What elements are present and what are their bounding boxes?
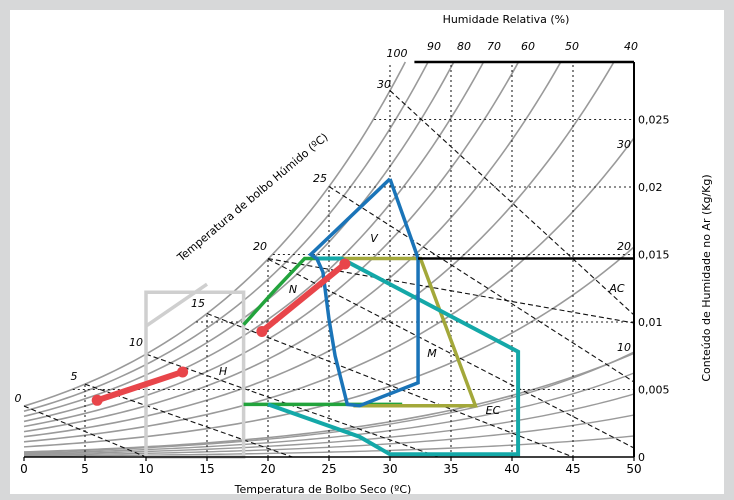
wet-bulb-tick-label: 20 (253, 240, 267, 253)
rh-tick-label: 40 (624, 40, 638, 53)
red-line-0 (94, 368, 186, 404)
zone-label-N: N (289, 283, 297, 296)
wet-bulb-tick-label: 15 (191, 297, 205, 310)
y-tick-label: 0,005 (638, 384, 670, 397)
x-tick-label: 20 (260, 462, 275, 476)
zone-label-H: H (219, 365, 227, 378)
top-axis-title: Humidade Relativa (%) (443, 13, 570, 26)
wet-bulb-line-0 (23, 405, 147, 458)
x-tick-label: 40 (504, 462, 519, 476)
red-line-1 (258, 260, 348, 335)
rh-tick-label: 70 (487, 40, 501, 53)
rh-curve-40 (23, 61, 615, 438)
x-tick-label: 5 (81, 462, 89, 476)
chart-frame: Humidade Relativa (%) Temperatura de Bolb… (10, 10, 724, 494)
zone-label-V: V (370, 232, 379, 245)
rh-curve-60 (23, 61, 520, 428)
x-tick-label: 25 (321, 462, 336, 476)
wet-bulb-line-30 (389, 90, 635, 316)
rh-curve-50 (23, 61, 562, 433)
zone-label-EC: EC (486, 404, 501, 417)
red-dot (177, 366, 189, 378)
y-axis-title: Conteúdo de Humidade no Ar (Kg/Kg) (700, 174, 713, 381)
wet-bulb-line-20 (267, 258, 635, 449)
x-tick-label: 50 (626, 462, 641, 476)
y-tick-label: 0,025 (638, 114, 670, 127)
y-tick-label: 0 (638, 451, 645, 464)
low-rh-curve (23, 351, 635, 454)
rh-tick-label: 60 (521, 40, 535, 53)
right-wet-bulb-label: 10 (617, 341, 631, 354)
y-tick-label: 0,01 (638, 316, 663, 329)
low-rh-curve (23, 435, 635, 457)
low-rh-curve (23, 393, 635, 455)
low-rh-curve (23, 414, 635, 456)
zone-EC-olive (329, 256, 478, 408)
x-tick-label: 0 (20, 462, 28, 476)
x-axis-title: Temperatura de Bolbo Seco (ºC) (234, 483, 412, 494)
psychrometric-chart: Humidade Relativa (%) Temperatura de Bolb… (15, 13, 714, 494)
wet-bulb-tick-label: 5 (71, 370, 78, 383)
zone-EC-teal (267, 256, 521, 457)
rh-curve-30 (23, 137, 635, 443)
right-wet-bulb-label: 30 (617, 138, 631, 151)
zone-H-top (145, 282, 208, 328)
wet-bulb-line-5 (84, 383, 293, 458)
rh-curve-80 (23, 61, 455, 418)
x-tick-label: 35 (443, 462, 458, 476)
x-tick-label: 15 (199, 462, 214, 476)
red-dot (91, 394, 103, 406)
rh-curve-100 (23, 61, 407, 407)
rh-tick-label: 100 (387, 47, 408, 60)
wet-bulb-line-25 (328, 186, 635, 383)
zone-label-AC: AC (608, 282, 625, 295)
x-tick-label: 30 (382, 462, 397, 476)
rh-tick-label: 50 (565, 40, 579, 53)
right-wet-bulb-label: 20 (617, 240, 631, 253)
x-tick-label: 10 (138, 462, 153, 476)
zone-V-M-outline (307, 177, 420, 408)
wet-bulb-line-15 (206, 313, 574, 458)
wet-bulb-tick-label: 25 (313, 172, 327, 185)
rh-tick-label: 80 (457, 40, 471, 53)
low-rh-curve (23, 372, 635, 455)
y-tick-label: 0,015 (638, 249, 670, 262)
x-tick-label: 45 (565, 462, 580, 476)
y-tick-label: 0,02 (638, 181, 663, 194)
wet-bulb-tick-label: 10 (129, 336, 143, 349)
wet-bulb-tick-label: 0 (15, 392, 22, 405)
rh-tick-label: 90 (427, 40, 441, 53)
wet-bulb-line-20b (267, 258, 635, 324)
red-dot (339, 258, 351, 270)
wet-bulb-tick-label: 30 (377, 78, 391, 91)
rh-curve-90 (23, 61, 429, 412)
red-dot (256, 325, 268, 337)
zone-label-M: M (427, 347, 437, 360)
